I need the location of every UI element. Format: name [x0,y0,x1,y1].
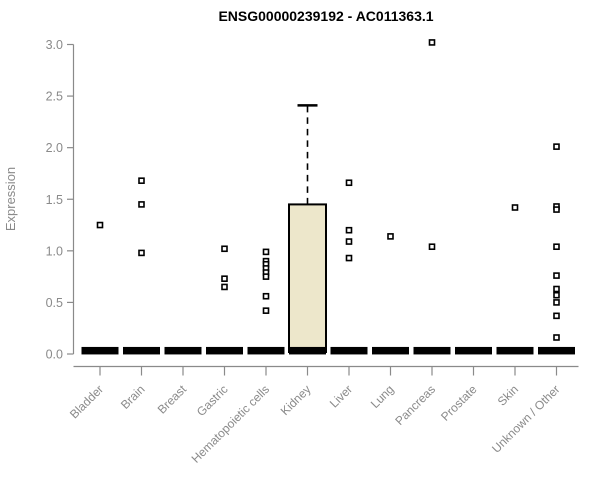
y-tick-label: 2.5 [46,90,63,104]
outlier-point [428,243,436,251]
x-tick-label: Skin [495,382,521,408]
outlier-point [553,291,560,299]
y-tick-label: 0.5 [46,296,63,310]
outlier-point [553,272,560,279]
median-bar [413,346,451,355]
chart-render-root: 0.0 0.5 1.0 1.5 2.0 2.5 3.0 Bladder Brain Breast G… [46,38,579,466]
median-bar [81,346,119,355]
chart-title: ENSG00000239192 - AC011363.1 [218,8,433,24]
median-bar [372,346,409,355]
outlier-point [262,248,270,256]
outlier-point [553,285,560,293]
outlier-point [138,249,145,257]
median-bar [496,346,534,355]
outlier-point [96,221,104,229]
outlier-point [138,201,145,208]
x-tick-label: Bladder [67,382,106,421]
median-bar [206,346,243,355]
median-bar [164,346,202,355]
outlier-point [221,283,228,291]
outlier-point [138,177,145,184]
outlier-point [221,275,228,282]
outlier-point [262,307,270,314]
outlier-point [262,292,270,300]
y-tick-label: 1.0 [46,244,63,258]
outlier-point [345,238,353,245]
outlier-point [221,245,228,253]
median-bar [123,346,160,355]
y-axis-title: Expression [3,167,18,231]
x-tick-label: Kidney [278,382,314,418]
median-bar [538,346,575,355]
x-tick-label: Liver [327,382,355,410]
outlier-point [553,143,560,150]
y-tick-label: 3.0 [46,38,63,52]
median-bar [330,346,368,355]
outlier-point [553,206,560,213]
outlier-point [553,334,560,341]
y-tick-label: 2.0 [46,141,63,155]
x-tick-label: Hematopoietic cells [189,382,272,465]
median-bar [455,346,492,355]
median-bar [289,346,326,355]
outlier-point [511,204,519,211]
box-iqr [288,203,327,353]
median-bar [247,346,285,355]
outlier-point [262,273,270,280]
x-tick-label: Prostate [438,382,480,424]
outlier-point [345,226,353,234]
y-tick-label: 1.5 [46,193,63,207]
outlier-point [345,254,353,262]
outlier-point [387,233,394,240]
x-tick-label: Gastric [194,382,231,419]
outlier-point [553,243,560,251]
y-tick-label: 0.0 [46,348,63,362]
x-tick-label: Breast [155,382,190,417]
x-tick-label: Brain [118,382,148,412]
outlier-point [345,179,353,187]
x-tick-label: Pancreas [392,382,438,428]
outlier-point [428,39,436,46]
x-tick-label: Lung [368,382,397,411]
outlier-point [553,312,560,320]
outlier-point [553,299,560,306]
